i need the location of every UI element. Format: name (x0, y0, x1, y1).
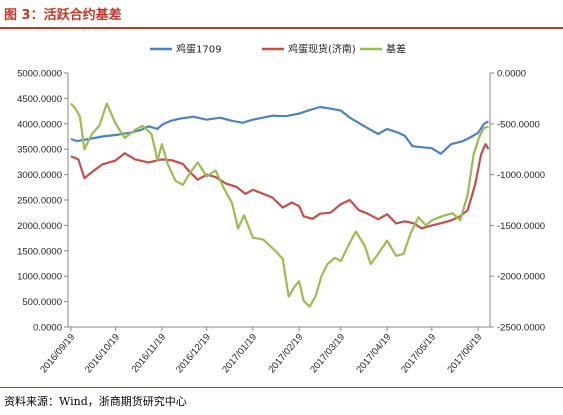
series-line-3 (70, 102, 489, 308)
legend-label-3: 基差 (386, 43, 406, 56)
basis-line-chart: 鸡蛋1709 鸡蛋现货(济南) 基差 0.0000 500.0000 1000.0000… (17, 43, 545, 376)
series-line-1 (70, 105, 490, 155)
legend-label-1: 鸡蛋1709 (176, 43, 221, 56)
series-layer (70, 102, 490, 308)
left-tick-label: 2000.0000 (17, 221, 62, 232)
right-tick-label: -2000.0000 (497, 272, 545, 283)
axes: 0.0000 500.0000 1000.0000 1500.0000 2000.000… (17, 69, 545, 376)
figure-title: 图 3：活跃合约基差 (4, 8, 122, 23)
x-tick-label: 2017/05/19 (399, 332, 438, 375)
series-line-2 (70, 143, 490, 230)
left-tick-label: 2500.0000 (17, 196, 62, 207)
source-note: 资料来源：Wind，浙商期货研究中心 (4, 395, 187, 408)
left-tick-label: 1000.0000 (17, 272, 62, 283)
left-tick-label: 5000.0000 (17, 69, 62, 80)
left-tick-label: 0.0000 (33, 323, 62, 334)
right-tick-label: -2500.0000 (497, 323, 545, 334)
x-tick-label: 2017/04/19 (354, 332, 393, 375)
left-tick-label: 3500.0000 (17, 145, 62, 156)
x-tick-label: 2016/12/19 (174, 332, 213, 375)
x-tick-label: 2016/11/19 (130, 332, 169, 375)
left-tick-label: 500.0000 (22, 297, 62, 308)
x-tick-label: 2016/10/19 (83, 332, 122, 375)
left-tick-label: 4000.0000 (17, 119, 62, 130)
right-tick-label: -1500.0000 (497, 221, 545, 232)
left-tick-label: 1500.0000 (17, 246, 62, 257)
chart-legend: 鸡蛋1709 鸡蛋现货(济南) 基差 (150, 43, 406, 56)
x-tick-label: 2017/03/19 (308, 332, 347, 375)
right-tick-label: -500.0000 (497, 119, 540, 130)
x-tick-label: 2017/06/19 (445, 332, 484, 375)
title-rule (0, 27, 563, 29)
left-tick-label: 4500.0000 (17, 94, 62, 105)
legend-label-2: 鸡蛋现货(济南) (288, 43, 356, 56)
x-tick-label: 2016/09/19 (38, 332, 77, 375)
x-tick-label: 2017/02/19 (266, 332, 305, 375)
left-tick-label: 3000.0000 (17, 170, 62, 181)
source-rule (0, 387, 563, 388)
right-tick-label: -1000.0000 (497, 170, 545, 181)
x-tick-label: 2017/01/19 (220, 332, 259, 375)
right-tick-label: 0.0000 (497, 69, 526, 80)
